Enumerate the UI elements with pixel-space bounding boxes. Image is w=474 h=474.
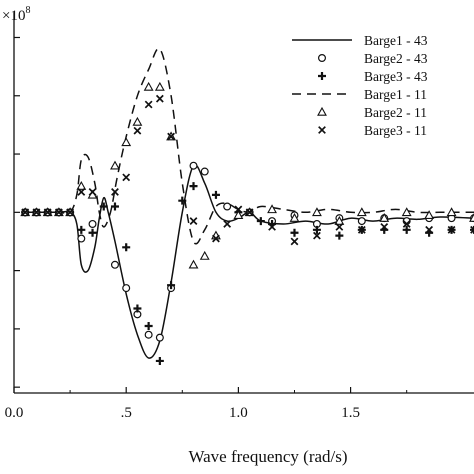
legend-item-3-label: Barge3 - 43 <box>364 69 428 84</box>
legend-item-2-swatch <box>318 53 327 62</box>
series-5-point <box>356 207 367 217</box>
series-3-point <box>99 202 108 211</box>
series-6-point <box>66 208 74 217</box>
series-6-point <box>54 208 63 217</box>
y-exponent-power: 8 <box>25 5 30 16</box>
series-3-point <box>122 243 131 252</box>
series-5-point <box>379 213 390 222</box>
series-3-point <box>211 190 220 199</box>
series-3-point <box>189 182 198 191</box>
series-2-point <box>357 217 366 226</box>
series-5-point <box>121 137 132 147</box>
series-6-point <box>425 225 434 234</box>
x-tick-label: .5 <box>121 405 132 421</box>
series-6-point <box>223 220 232 228</box>
series-5-point <box>188 259 199 269</box>
series-5-point <box>424 210 435 219</box>
series-6-point <box>268 222 276 231</box>
series-2-point <box>155 333 164 342</box>
x-tick-label: 0.0 <box>5 405 24 421</box>
series-6-point <box>88 188 97 196</box>
series-5-point <box>154 81 165 91</box>
series-5-point <box>132 116 143 126</box>
series-3-point <box>167 281 176 290</box>
series-2-point <box>122 284 131 293</box>
series-3-point <box>312 225 321 234</box>
series-5-point <box>76 180 87 190</box>
series-3-point <box>110 202 119 211</box>
series-5-point <box>199 250 210 260</box>
series-6-point <box>212 234 220 243</box>
series-5-point <box>143 81 154 91</box>
series-6-point <box>167 132 175 141</box>
series-3-point <box>335 231 344 240</box>
series-3-point <box>256 217 265 226</box>
series-4-line <box>25 47 474 245</box>
series-3-point <box>133 304 142 313</box>
series-group <box>20 47 474 365</box>
series-6-point <box>144 100 153 109</box>
series-3-point <box>155 356 164 365</box>
series-5-point <box>110 160 120 170</box>
legend-item-5-swatch <box>317 106 327 116</box>
series-2-point <box>77 234 86 243</box>
series-6-point <box>43 208 52 217</box>
series-6-point <box>357 225 366 234</box>
series-6-point <box>133 126 142 135</box>
series-6-point <box>189 217 198 225</box>
series-6-point <box>21 208 30 217</box>
y-exponent-base: ×10 <box>2 8 25 24</box>
series-2-point <box>189 161 198 170</box>
series-6-point <box>245 208 254 217</box>
series-6-point <box>77 188 86 196</box>
series-5-point <box>233 210 244 219</box>
series-6-point <box>335 222 344 231</box>
series-3-point <box>290 228 299 237</box>
series-3-point <box>402 225 411 234</box>
series-5-point <box>446 207 457 217</box>
series-2-point <box>223 202 232 211</box>
x-tick-label: 1.5 <box>341 405 360 421</box>
series-3-point <box>470 225 474 234</box>
legend-item-4-label: Barge1 - 11 <box>364 87 427 102</box>
series-5-point <box>469 213 474 222</box>
series-2-point <box>200 167 209 176</box>
series-2-point <box>88 219 97 228</box>
series-2-point <box>110 260 119 269</box>
series-5-point <box>267 204 277 214</box>
series-3-point <box>88 228 97 237</box>
series-6-point <box>155 94 164 103</box>
series-5-point <box>401 207 412 217</box>
series-6-point <box>402 220 411 228</box>
legend: Barge1 - 43 Barge2 - 43 Barge3 - 43 Barge1 … <box>292 33 428 138</box>
series-5-point <box>334 215 345 225</box>
series-6-point <box>313 231 321 240</box>
legend-item-6-label: Barge3 - 11 <box>364 123 427 138</box>
series-2-point <box>144 330 153 339</box>
plot-area: 0.0 .5 1.0 1.5 <box>5 12 474 421</box>
x-tick-label: 1.0 <box>229 405 248 421</box>
series-5-point <box>289 213 300 222</box>
legend-item-3-swatch <box>318 72 326 80</box>
legend-item-6-swatch <box>318 126 326 134</box>
series-6-point <box>470 225 474 234</box>
series-6-point <box>447 225 456 234</box>
series-6-point <box>111 188 119 196</box>
series-3-point <box>77 225 86 234</box>
x-axis-label: Wave frequency (rad/s) <box>188 447 347 466</box>
legend-item-1-label: Barge1 - 43 <box>364 33 428 48</box>
y-exponent-label: ×108 <box>2 5 30 24</box>
legend-item-5-label: Barge2 - 11 <box>364 105 427 120</box>
series-6-point <box>380 222 389 231</box>
series-3-point <box>144 321 153 330</box>
series-6-point <box>234 205 243 214</box>
series-6-point <box>32 208 41 217</box>
series-6-point <box>290 237 299 246</box>
series-6-point <box>122 173 131 182</box>
legend-item-2-label: Barge2 - 43 <box>364 51 428 66</box>
series-5-point <box>311 207 322 217</box>
